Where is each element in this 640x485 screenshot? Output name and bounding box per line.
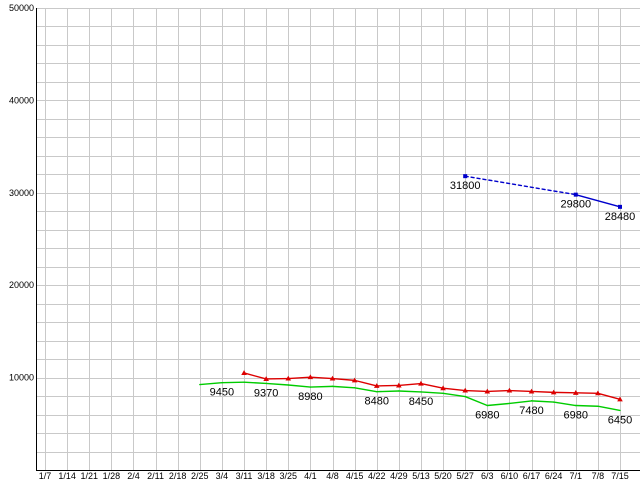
point-value-label: 9370 bbox=[254, 387, 278, 399]
y-tick-label: 50000 bbox=[9, 3, 34, 13]
x-tick-label: 1/14 bbox=[58, 471, 76, 480]
series-segment bbox=[532, 391, 554, 392]
series-segment bbox=[399, 391, 421, 392]
series-segment bbox=[576, 406, 598, 407]
series-segment bbox=[288, 385, 310, 387]
series-segment bbox=[487, 391, 509, 392]
series-segment bbox=[244, 382, 266, 383]
series-segment bbox=[465, 391, 487, 392]
x-tick-label: 1/7 bbox=[39, 471, 52, 480]
y-tick-label: 20000 bbox=[9, 280, 34, 290]
x-tick-label: 3/11 bbox=[236, 471, 253, 480]
x-tick-label: 1/21 bbox=[80, 471, 98, 480]
x-tick-label: 3/18 bbox=[257, 471, 275, 480]
series-segment bbox=[509, 391, 531, 392]
point-value-label: 31800 bbox=[450, 180, 481, 192]
gridlines bbox=[36, 8, 640, 470]
x-axis-labels: 1/7 1/14 1/21 1/28 2/4 2/11 2/18 2/25 3/4 3/11 3/1… bbox=[39, 471, 629, 480]
x-tick-label: 6/3 bbox=[481, 471, 494, 480]
x-tick-label: 6/17 bbox=[523, 471, 541, 480]
y-tick-label: 10000 bbox=[9, 373, 34, 383]
series-segment bbox=[421, 384, 443, 389]
series-segment bbox=[509, 401, 531, 404]
x-tick-label: 3/25 bbox=[280, 471, 298, 480]
series-segment bbox=[399, 384, 421, 386]
point-value-label: 29800 bbox=[560, 199, 591, 211]
x-tick-label: 5/27 bbox=[456, 471, 474, 480]
series-segment bbox=[310, 386, 332, 387]
x-tick-label: 3/4 bbox=[216, 471, 229, 480]
point-value-label: 28480 bbox=[605, 211, 636, 223]
x-tick-label: 4/15 bbox=[346, 471, 364, 480]
y-axis-labels: 10000 20000 30000 40000 50000 bbox=[9, 3, 34, 383]
series-segment bbox=[355, 380, 377, 386]
x-tick-label: 5/13 bbox=[412, 471, 430, 480]
point-value-label: 6450 bbox=[608, 414, 632, 426]
series-segment bbox=[532, 401, 554, 402]
point-value-label: 9450 bbox=[210, 387, 234, 399]
green-price-series: 9450 9370 8980 8480 8450 6980 7480 6980 6450 bbox=[200, 382, 632, 426]
x-tick-label: 7/1 bbox=[570, 471, 583, 480]
axes bbox=[36, 8, 640, 471]
point-value-label: 8450 bbox=[409, 396, 433, 408]
series-segment bbox=[377, 391, 399, 392]
x-tick-label: 6/10 bbox=[501, 471, 519, 480]
series-segment bbox=[487, 403, 509, 405]
blue-dotted-series: 31800 29800 28480 bbox=[450, 174, 635, 223]
series-segment bbox=[266, 383, 288, 385]
series-segment bbox=[465, 397, 487, 406]
x-tick-label: 4/22 bbox=[368, 471, 386, 480]
x-tick-label: 2/25 bbox=[191, 471, 209, 480]
x-tick-label: 2/4 bbox=[127, 471, 140, 480]
point-marker bbox=[463, 174, 467, 178]
point-marker bbox=[574, 193, 578, 197]
point-value-label: 8480 bbox=[364, 396, 388, 408]
series-segment bbox=[465, 176, 576, 194]
series-segment bbox=[355, 388, 377, 392]
x-tick-label: 4/8 bbox=[326, 471, 339, 480]
x-tick-label: 1/28 bbox=[103, 471, 121, 480]
point-value-label: 7480 bbox=[519, 405, 543, 417]
x-tick-label: 4/29 bbox=[390, 471, 408, 480]
x-tick-label: 7/15 bbox=[611, 471, 629, 480]
x-tick-label: 6/24 bbox=[545, 471, 563, 480]
point-value-label: 6980 bbox=[475, 410, 499, 422]
point-value-label: 8980 bbox=[298, 391, 322, 403]
series-segment bbox=[333, 386, 355, 387]
series-segment bbox=[200, 383, 222, 385]
x-tick-label: 4/1 bbox=[304, 471, 317, 480]
series-segment bbox=[554, 402, 576, 405]
series-segment bbox=[598, 406, 620, 410]
point-marker bbox=[241, 370, 247, 375]
point-marker bbox=[618, 205, 622, 209]
series-segment bbox=[421, 392, 443, 393]
x-tick-label: 7/8 bbox=[592, 471, 605, 480]
x-tick-label: 2/18 bbox=[169, 471, 187, 480]
series-segment bbox=[443, 388, 465, 390]
y-tick-label: 30000 bbox=[9, 188, 34, 198]
x-tick-label: 5/20 bbox=[434, 471, 452, 480]
point-value-label: 6980 bbox=[564, 410, 588, 422]
x-tick-label: 2/11 bbox=[147, 471, 164, 480]
y-tick-label: 40000 bbox=[9, 95, 34, 105]
